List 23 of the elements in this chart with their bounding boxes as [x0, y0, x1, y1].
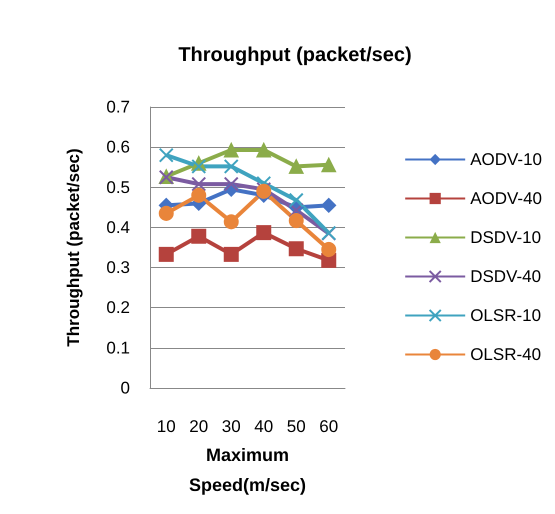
legend-label: AODV-10 — [470, 150, 542, 169]
y-tick-label: 0.4 — [106, 218, 130, 237]
x-axis-title: Maximum Speed(m/sec) — [188, 444, 306, 495]
y-tick-label: 0.2 — [106, 298, 130, 318]
y-tick-label: 0.3 — [106, 258, 130, 278]
x-tick-label: 60 — [319, 417, 338, 436]
chart-title: Throughput (packet/sec) — [178, 44, 412, 66]
x-tick-label: 40 — [254, 417, 274, 436]
x-tick-label: 50 — [286, 417, 306, 436]
x-tick-label: 10 — [156, 417, 176, 436]
y-tick-label: 0.1 — [106, 338, 130, 358]
x-tick-label: 20 — [189, 417, 208, 436]
legend-label: OLSR-40 — [470, 345, 542, 364]
legend-label: OLSR-10 — [470, 306, 542, 325]
y-tick-label: 0.5 — [106, 178, 130, 197]
y-tick-label: 0.6 — [106, 138, 130, 157]
legend-label: DSDV-40 — [470, 267, 542, 286]
y-axis-title: Throughput (packet/sec) — [64, 148, 83, 347]
y-tick-label: 0 — [120, 378, 130, 398]
x-tick-label: 30 — [222, 417, 241, 436]
legend-label: DSDV-10 — [470, 228, 542, 247]
legend-label: AODV-40 — [470, 189, 542, 208]
y-tick-label: 0.7 — [106, 98, 130, 116]
